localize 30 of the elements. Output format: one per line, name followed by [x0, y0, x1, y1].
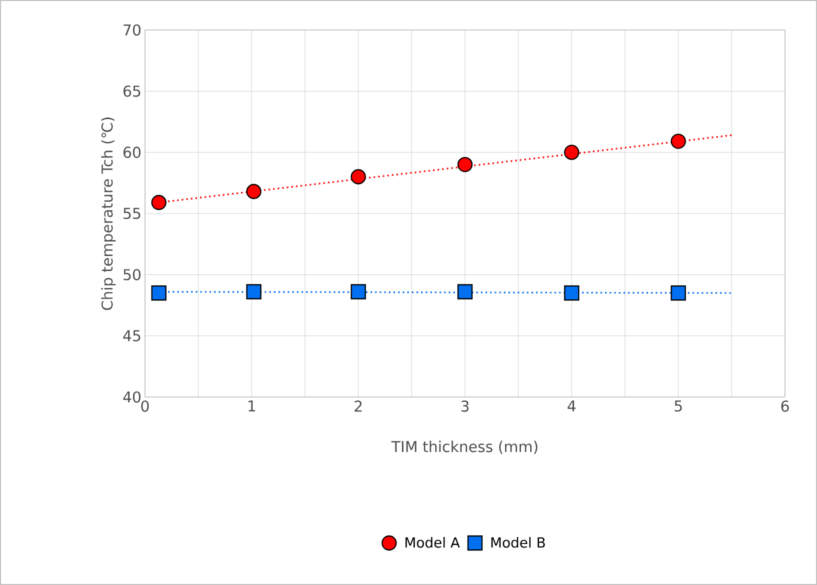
- x-tick-label: 5: [674, 400, 682, 412]
- y-tick-label: 45: [123, 330, 140, 342]
- point: [151, 285, 166, 301]
- y-tick-label: 70: [124, 24, 140, 36]
- point: [246, 284, 262, 300]
- y-tick-label: 40: [123, 391, 140, 403]
- point: [457, 284, 473, 300]
- legend-label: Model A: [406, 536, 460, 548]
- point: [670, 134, 686, 149]
- y-tick-label: 65: [124, 85, 140, 97]
- point: [246, 184, 262, 200]
- point: [670, 285, 686, 301]
- point: [151, 194, 166, 210]
- point: [457, 156, 473, 172]
- y-tick-label: 60: [124, 146, 140, 158]
- x-tick-label: 0: [141, 400, 149, 412]
- x-tick-label: 2: [354, 400, 362, 412]
- x-tick-label: 3: [461, 400, 469, 412]
- point: [564, 285, 580, 301]
- y-tick-label: 50: [124, 269, 140, 280]
- x-axis-title: TIM thickness (mm): [391, 440, 538, 454]
- x-tick-label: 1: [248, 400, 256, 412]
- point: [350, 169, 366, 184]
- point: [350, 284, 366, 300]
- legend-label: Model B: [491, 536, 545, 548]
- x-tick-label: 4: [568, 400, 576, 412]
- y-axis-title: Chip temperature Tch (℃): [101, 118, 116, 310]
- y-tick-label: 55: [124, 208, 140, 220]
- x-tick-label: 6: [781, 400, 789, 412]
- point: [564, 144, 580, 160]
